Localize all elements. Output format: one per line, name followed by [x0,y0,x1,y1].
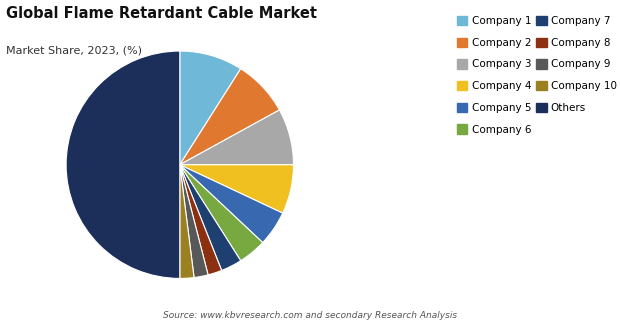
Text: Global Flame Retardant Cable Market: Global Flame Retardant Cable Market [6,6,317,21]
Text: Market Share, 2023, (%): Market Share, 2023, (%) [6,45,142,55]
Wedge shape [66,51,180,278]
Wedge shape [180,69,280,165]
Text: Source: www.kbvresearch.com and secondary Research Analysis: Source: www.kbvresearch.com and secondar… [163,311,457,320]
Legend: Company 1, Company 2, Company 3, Company 4, Company 5, Company 6, Company 7, Com: Company 1, Company 2, Company 3, Company… [453,12,620,139]
Wedge shape [180,165,222,275]
Wedge shape [180,165,293,213]
Wedge shape [180,165,194,278]
Wedge shape [180,51,241,165]
Wedge shape [180,110,293,165]
Wedge shape [180,165,208,277]
Wedge shape [180,165,263,261]
Wedge shape [180,165,241,270]
Wedge shape [180,165,283,243]
